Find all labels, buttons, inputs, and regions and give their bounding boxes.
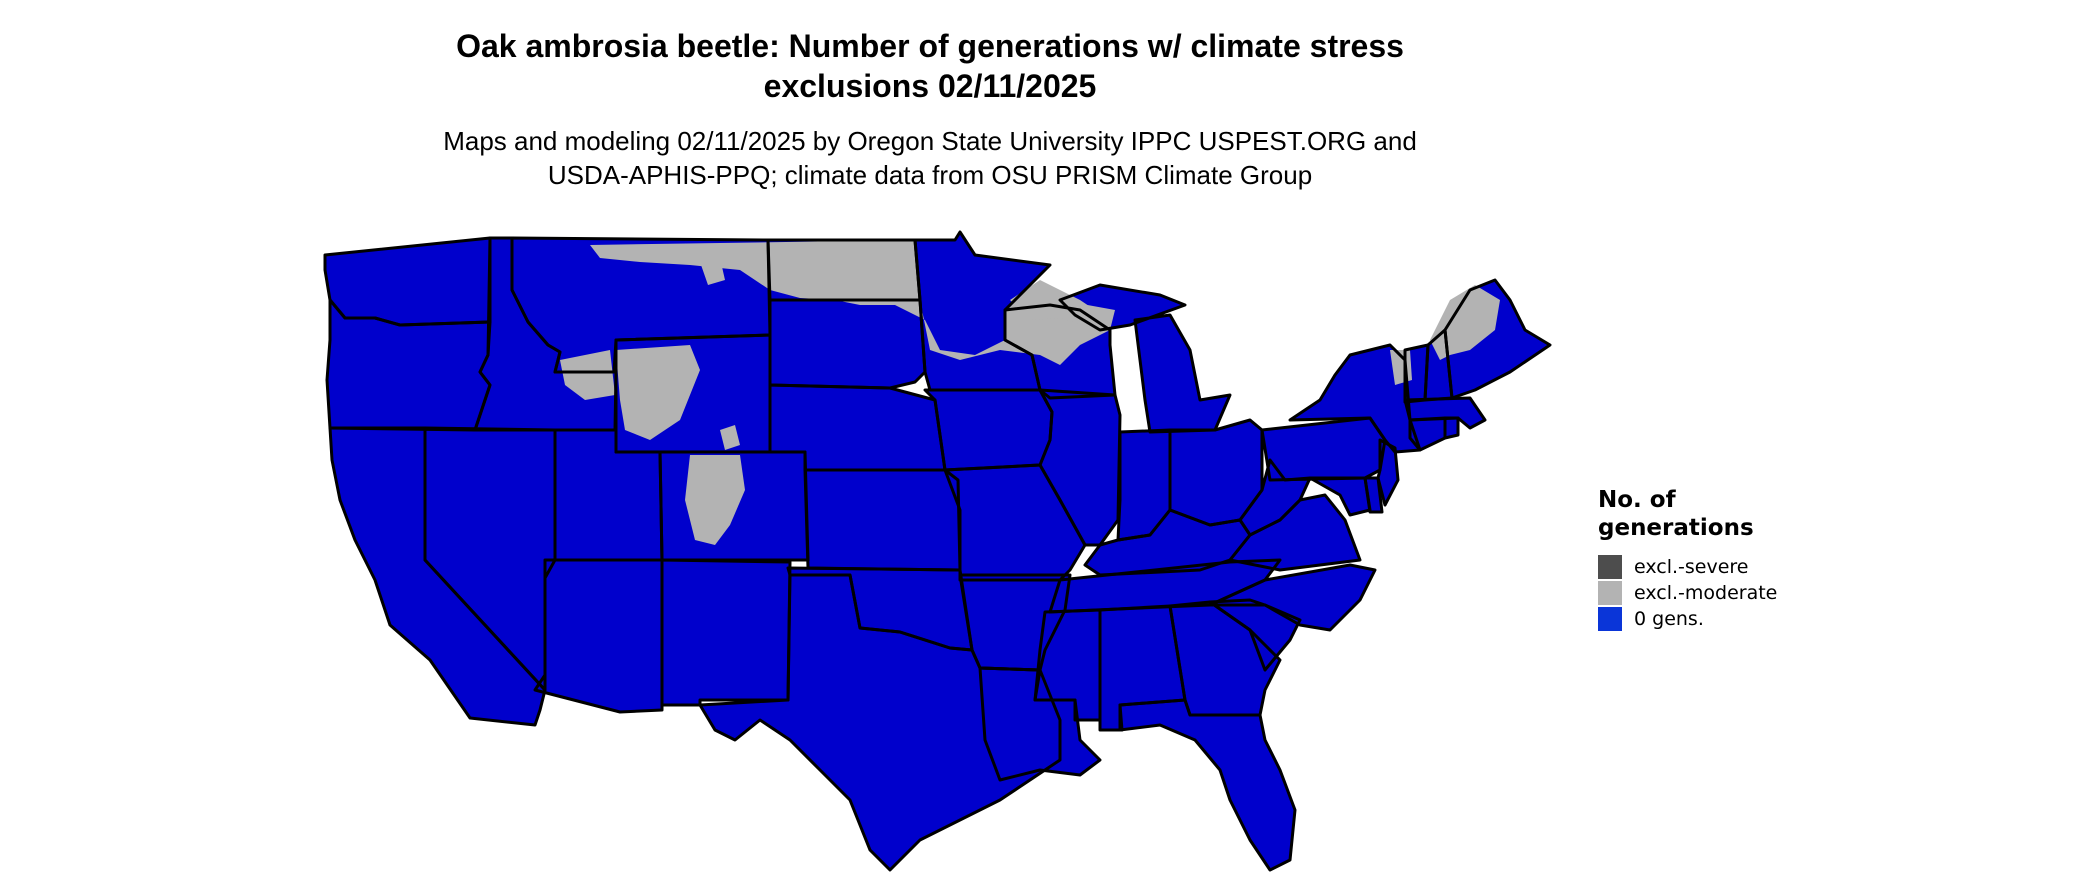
exclusion-colorado-rockies bbox=[685, 455, 745, 545]
state-border-michigan bbox=[1058, 283, 1232, 434]
map-subtitle: Maps and modeling 02/11/2025 by Oregon S… bbox=[330, 124, 1530, 192]
exclusion-north-plains bbox=[590, 240, 1115, 365]
state-south-dakota bbox=[770, 300, 925, 388]
state-border-new-mexico bbox=[660, 558, 792, 707]
state-arizona bbox=[535, 560, 662, 712]
legend-label: excl.-severe bbox=[1634, 556, 1749, 578]
legend-items: excl.-severe excl.-moderate 0 gens. bbox=[1598, 554, 1858, 632]
map-title-line-2: exclusions 02/11/2025 bbox=[763, 68, 1097, 104]
state-rhode-island bbox=[1445, 418, 1458, 438]
state-washington bbox=[325, 238, 490, 325]
map-title-line-1: Oak ambrosia beetle: Number of generatio… bbox=[456, 28, 1404, 64]
state-oklahoma bbox=[788, 568, 972, 650]
exclusion-idaho-highlands bbox=[560, 350, 615, 400]
state-pennsylvania bbox=[1262, 418, 1385, 480]
state-west-virginia bbox=[1240, 460, 1310, 535]
state-border-new-jersey bbox=[1376, 438, 1400, 507]
state-iowa bbox=[925, 390, 1052, 470]
state-indiana bbox=[1118, 430, 1170, 540]
state-border-new-york bbox=[1288, 343, 1422, 454]
state-nevada bbox=[425, 428, 555, 690]
map-subtitle-line-2: USDA-APHIS-PPQ; climate data from OSU PR… bbox=[547, 160, 1313, 190]
legend-item: 0 gens. bbox=[1598, 606, 1858, 632]
state-new-york bbox=[1290, 345, 1420, 452]
state-alabama bbox=[1100, 606, 1185, 730]
legend-title-line-2: generations bbox=[1598, 515, 1754, 541]
state-border-massachusetts bbox=[1403, 396, 1487, 430]
state-border-illinois bbox=[1038, 388, 1122, 547]
state-kentucky bbox=[1085, 510, 1250, 575]
state-border-south-carolina bbox=[1208, 598, 1302, 672]
state-new-mexico bbox=[662, 560, 790, 705]
state-maryland bbox=[1310, 478, 1370, 515]
exclusion-colorado-peaks bbox=[720, 425, 740, 450]
map-subtitle-line-1: Maps and modeling 02/11/2025 by Oregon S… bbox=[443, 126, 1417, 156]
state-border-delaware bbox=[1363, 476, 1384, 514]
state-border-texas bbox=[698, 573, 1062, 872]
exclusion-wyoming-rockies bbox=[616, 345, 700, 440]
state-nebraska bbox=[770, 385, 945, 470]
state-border-maine bbox=[1443, 278, 1552, 400]
state-vermont bbox=[1405, 345, 1428, 402]
state-illinois bbox=[1040, 390, 1120, 545]
state-florida bbox=[1120, 700, 1295, 870]
state-border-arkansas bbox=[958, 573, 1072, 672]
legend-title: No. of generations bbox=[1598, 486, 1858, 542]
state-utah bbox=[555, 430, 662, 560]
legend-item: excl.-severe bbox=[1598, 554, 1858, 580]
state-louisiana bbox=[980, 668, 1100, 780]
map-title: Oak ambrosia beetle: Number of generatio… bbox=[330, 26, 1530, 106]
state-missouri bbox=[945, 465, 1085, 580]
legend-label: excl.-moderate bbox=[1634, 582, 1778, 604]
state-border-florida bbox=[1118, 698, 1297, 872]
state-regions bbox=[325, 232, 1550, 870]
state-borders bbox=[323, 230, 1552, 872]
state-kansas bbox=[805, 470, 960, 570]
exclusion-montana-peaks bbox=[700, 258, 725, 285]
legend-swatch bbox=[1598, 607, 1622, 631]
legend-label: 0 gens. bbox=[1634, 608, 1704, 630]
legend: No. of generations excl.-severe excl.-mod… bbox=[1598, 486, 1858, 632]
legend-item: excl.-moderate bbox=[1598, 580, 1858, 606]
state-massachusetts bbox=[1405, 398, 1485, 428]
state-border-maryland bbox=[1308, 476, 1372, 517]
state-georgia bbox=[1170, 602, 1280, 715]
state-north-carolina bbox=[1210, 565, 1375, 630]
legend-title-line-1: No. of bbox=[1598, 487, 1676, 513]
legend-swatch bbox=[1598, 581, 1622, 605]
state-border-kentucky bbox=[1083, 508, 1252, 577]
legend-swatch bbox=[1598, 555, 1622, 579]
state-california bbox=[330, 428, 545, 725]
state-oregon bbox=[327, 300, 490, 430]
state-border-north-carolina bbox=[1208, 563, 1377, 632]
state-ohio bbox=[1170, 420, 1262, 525]
state-virginia bbox=[1230, 495, 1360, 570]
exclusion-minnesota-north bbox=[1010, 280, 1110, 330]
